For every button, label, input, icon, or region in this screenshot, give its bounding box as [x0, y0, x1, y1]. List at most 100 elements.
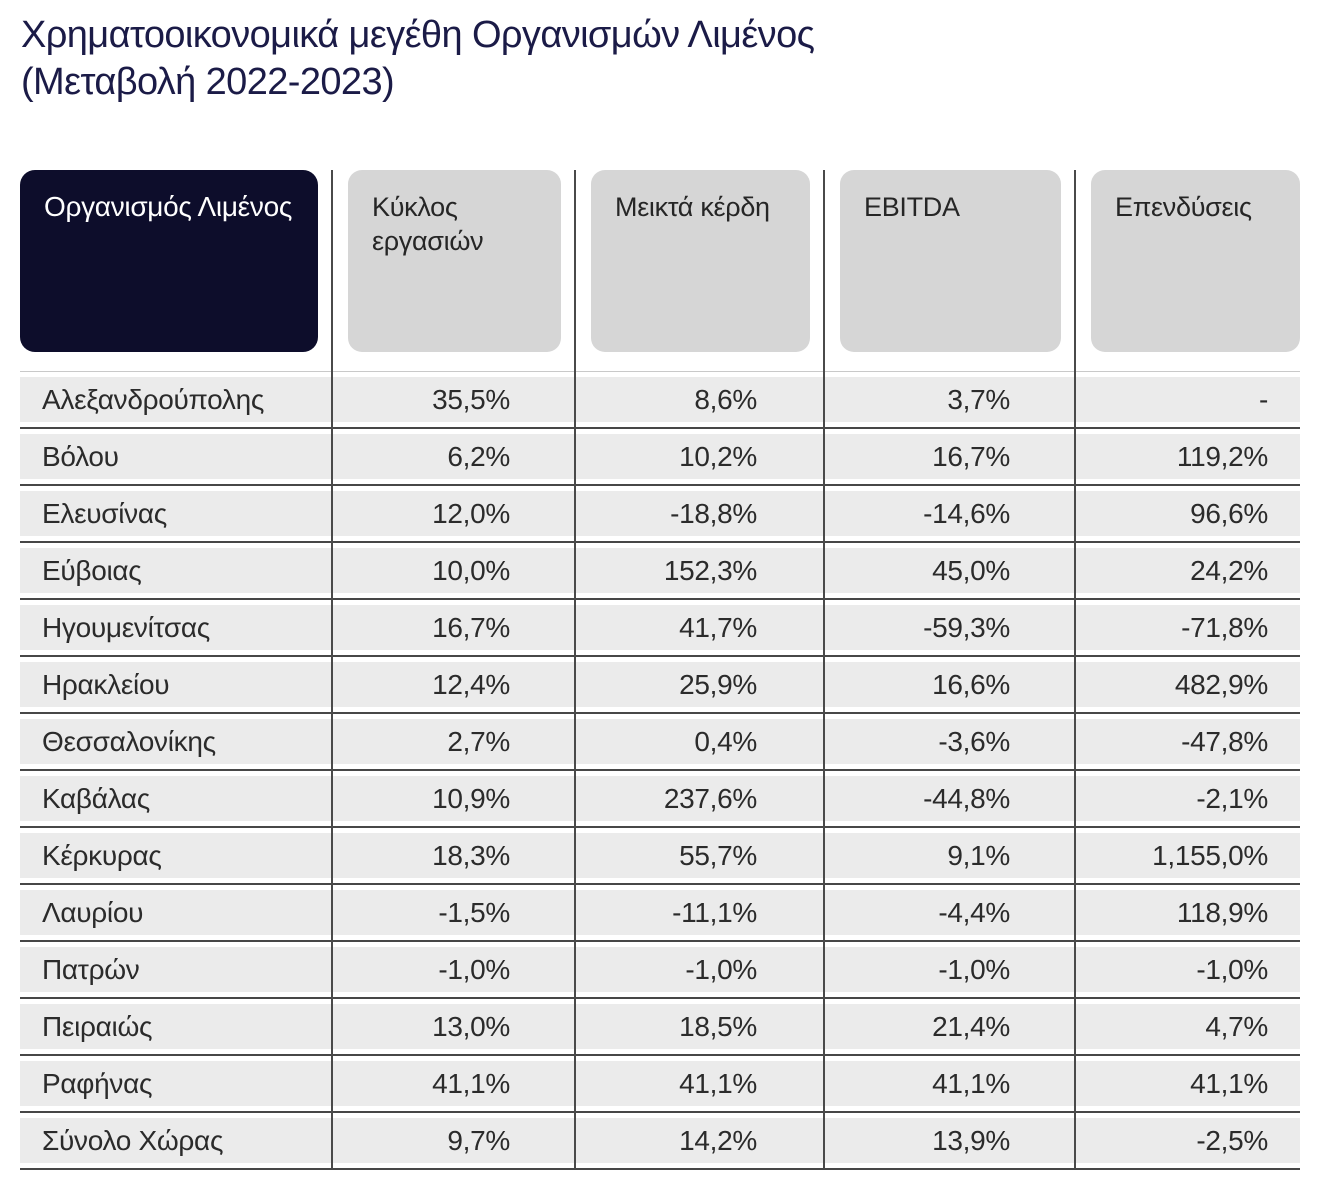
- ebitda-value-cell: 3,7%: [947, 384, 1010, 415]
- header-label-investments: Επενδύσεις: [1091, 170, 1300, 352]
- table-row: Εύβοιας 10,0% 152,3% 45,0% 24,2%: [20, 543, 1300, 600]
- ports-financials-table: Οργανισμός Λιμένος Κύκλος εργασιών Μεικτ…: [20, 170, 1300, 1170]
- port-name-cell: Εύβοιας: [42, 555, 142, 586]
- table-row-band: Ραφήνας 41,1% 41,1% 41,1% 41,1%: [20, 1061, 1300, 1106]
- gross-profit-value-cell: 41,7%: [679, 612, 757, 643]
- port-name-cell: Ηρακλείου: [42, 669, 170, 700]
- investments-value-cell: 482,9%: [1174, 669, 1268, 700]
- table-row: Λαυρίου -1,5% -11,1% -4,4% 118,9%: [20, 885, 1300, 942]
- turnover-value-cell: -1,0%: [438, 954, 510, 985]
- header-label-organization: Οργανισμός Λιμένος: [20, 170, 318, 352]
- turnover-value-cell: 2,7%: [447, 726, 510, 757]
- port-name-cell: Κέρκυρας: [42, 840, 162, 871]
- gross-profit-value-cell: 41,1%: [679, 1068, 757, 1099]
- gross-profit-value-cell: 152,3%: [663, 555, 757, 586]
- table-row: Καβάλας 10,9% 237,6% -44,8% -2,1%: [20, 771, 1300, 828]
- table-row-band: Ηρακλείου 12,4% 25,9% 16,6% 482,9%: [20, 662, 1300, 707]
- page-title: Χρηματοοικονομικά μεγέθη Οργανισμών Λιμέ…: [21, 12, 815, 106]
- table-row-band: Σύνολο Χώρας 9,7% 14,2% 13,9% -2,5%: [20, 1118, 1300, 1163]
- table-row-band: Ηγουμενίτσας 16,7% 41,7% -59,3% -71,8%: [20, 605, 1300, 650]
- table-row: Θεσσαλονίκης 2,7% 0,4% -3,6% -47,8%: [20, 714, 1300, 771]
- table-row-band: Εύβοιας 10,0% 152,3% 45,0% 24,2%: [20, 548, 1300, 593]
- header-label-turnover: Κύκλος εργασιών: [348, 170, 561, 352]
- turnover-value-cell: 9,7%: [447, 1125, 510, 1156]
- table-row: Κέρκυρας 18,3% 55,7% 9,1% 1,155,0%: [20, 828, 1300, 885]
- table-row-band: Ελευσίνας 12,0% -18,8% -14,6% 96,6%: [20, 491, 1300, 536]
- column-divider-4: [1074, 170, 1076, 1169]
- ebitda-value-cell: -14,6%: [923, 498, 1010, 529]
- turnover-value-cell: 18,3%: [432, 840, 510, 871]
- gross-profit-value-cell: 8,6%: [694, 384, 757, 415]
- port-name-cell: Σύνολο Χώρας: [42, 1125, 224, 1156]
- investments-value-cell: 119,2%: [1176, 441, 1268, 472]
- investments-value-cell: 96,6%: [1190, 498, 1268, 529]
- ebitda-value-cell: -4,4%: [938, 897, 1010, 928]
- gross-profit-value-cell: 55,7%: [679, 840, 757, 871]
- gross-profit-value-cell: -1,0%: [685, 954, 757, 985]
- ebitda-value-cell: 45,0%: [932, 555, 1010, 586]
- column-divider-2: [574, 170, 576, 1169]
- turnover-value-cell: 41,1%: [432, 1068, 510, 1099]
- table-row-band: Καβάλας 10,9% 237,6% -44,8% -2,1%: [20, 776, 1300, 821]
- gross-profit-value-cell: 237,6%: [663, 783, 757, 814]
- table-row: Ελευσίνας 12,0% -18,8% -14,6% 96,6%: [20, 486, 1300, 543]
- ebitda-value-cell: -3,6%: [938, 726, 1010, 757]
- header-label-ebitda: EBITDA: [840, 170, 1061, 352]
- port-name-cell: Ελευσίνας: [42, 498, 167, 529]
- gross-profit-value-cell: -11,1%: [672, 897, 757, 928]
- ebitda-value-cell: 41,1%: [932, 1068, 1010, 1099]
- turnover-value-cell: 12,0%: [432, 498, 510, 529]
- column-divider-3: [823, 170, 825, 1169]
- ebitda-value-cell: 16,7%: [932, 441, 1010, 472]
- port-name-cell: Θεσσαλονίκης: [42, 726, 216, 757]
- gross-profit-value-cell: 10,2%: [679, 441, 757, 472]
- header-cell-turnover: Κύκλος εργασιών: [332, 170, 575, 352]
- turnover-value-cell: -1,5%: [438, 897, 510, 928]
- turnover-value-cell: 10,0%: [432, 555, 510, 586]
- table-row-band: Θεσσαλονίκης 2,7% 0,4% -3,6% -47,8%: [20, 719, 1300, 764]
- ebitda-value-cell: 13,9%: [932, 1125, 1010, 1156]
- port-name-cell: Λαυρίου: [42, 897, 144, 928]
- table-row: Πειραιώς 13,0% 18,5% 21,4% 4,7%: [20, 999, 1300, 1056]
- investments-value-cell: 41,1%: [1190, 1068, 1268, 1099]
- investments-value-cell: -: [1258, 384, 1268, 415]
- page-title-line2: (Μεταβολή 2022-2023): [21, 61, 395, 103]
- table-row: Σύνολο Χώρας 9,7% 14,2% 13,9% -2,5%: [20, 1113, 1300, 1168]
- ebitda-value-cell: -59,3%: [923, 612, 1010, 643]
- turnover-value-cell: 16,7%: [432, 612, 510, 643]
- header-cell-gross-profit: Μεικτά κέρδη: [575, 170, 824, 352]
- table-row-band: Βόλου 6,2% 10,2% 16,7% 119,2%: [20, 434, 1300, 479]
- gross-profit-value-cell: 14,2%: [679, 1125, 757, 1156]
- table-header-row: Οργανισμός Λιμένος Κύκλος εργασιών Μεικτ…: [20, 170, 1300, 352]
- turnover-value-cell: 10,9%: [432, 783, 510, 814]
- investments-value-cell: -71,8%: [1181, 612, 1268, 643]
- port-name-cell: Βόλου: [42, 441, 119, 472]
- port-name-cell: Αλεξανδρούπολης: [42, 384, 265, 415]
- turnover-value-cell: 6,2%: [447, 441, 510, 472]
- gross-profit-value-cell: 18,5%: [679, 1011, 757, 1042]
- investments-value-cell: 4,7%: [1205, 1011, 1268, 1042]
- table-row-band: Αλεξανδρούπολης 35,5% 8,6% 3,7% -: [20, 377, 1300, 422]
- investments-value-cell: 118,9%: [1176, 897, 1268, 928]
- ebitda-value-cell: -1,0%: [938, 954, 1010, 985]
- turnover-value-cell: 13,0%: [432, 1011, 510, 1042]
- investments-value-cell: -2,5%: [1196, 1125, 1268, 1156]
- port-name-cell: Πειραιώς: [42, 1011, 153, 1042]
- header-label-gross-profit: Μεικτά κέρδη: [591, 170, 810, 352]
- investments-value-cell: 24,2%: [1190, 555, 1268, 586]
- port-name-cell: Ραφήνας: [42, 1068, 153, 1099]
- table-row: Πατρών -1,0% -1,0% -1,0% -1,0%: [20, 942, 1300, 999]
- table-row: Ηγουμενίτσας 16,7% 41,7% -59,3% -71,8%: [20, 600, 1300, 657]
- ebitda-value-cell: 16,6%: [932, 669, 1010, 700]
- table-row: Ηρακλείου 12,4% 25,9% 16,6% 482,9%: [20, 657, 1300, 714]
- table-row-band: Κέρκυρας 18,3% 55,7% 9,1% 1,155,0%: [20, 833, 1300, 878]
- port-name-cell: Καβάλας: [42, 783, 150, 814]
- ebitda-value-cell: 21,4%: [932, 1011, 1010, 1042]
- header-cell-ebitda: EBITDA: [824, 170, 1075, 352]
- table-row: Αλεξανδρούπολης 35,5% 8,6% 3,7% -: [20, 372, 1300, 429]
- table-row: Ραφήνας 41,1% 41,1% 41,1% 41,1%: [20, 1056, 1300, 1113]
- header-cell-investments: Επενδύσεις: [1075, 170, 1300, 352]
- ebitda-value-cell: 9,1%: [947, 840, 1010, 871]
- gross-profit-value-cell: 25,9%: [679, 669, 757, 700]
